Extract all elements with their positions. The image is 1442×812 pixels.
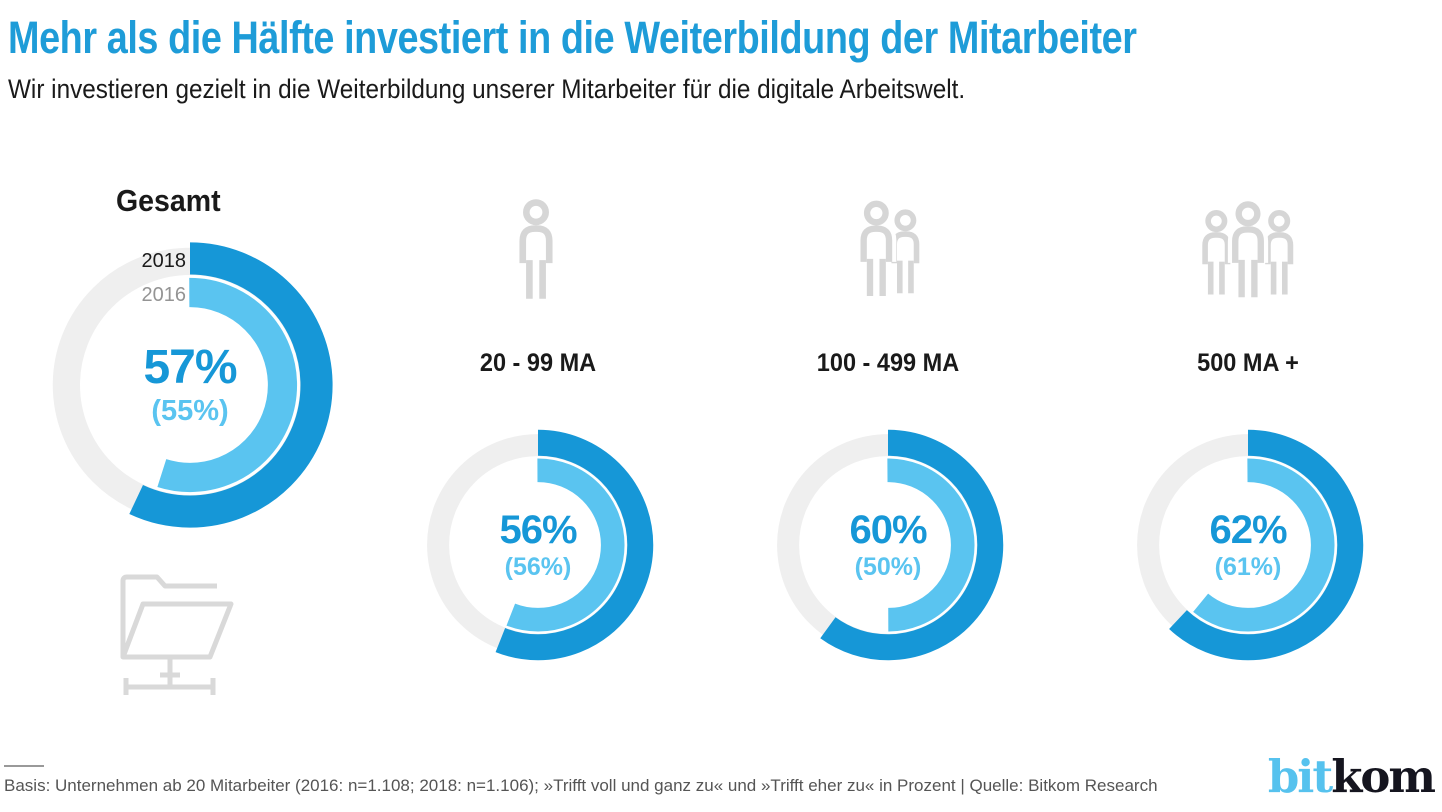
bitkom-logo: bitkom xyxy=(1267,750,1436,803)
two-persons-icon xyxy=(850,199,930,311)
footer-source: Basis: Unternehmen ab 20 Mitarbeiter (20… xyxy=(4,776,1158,795)
donut-20-99: 56% (56%) xyxy=(420,427,656,663)
donut-20-99-svg xyxy=(422,429,654,661)
donut-center-values: 57% (55%) xyxy=(143,341,237,427)
donut-2016-arc xyxy=(1161,458,1335,632)
donut-gesamt: 57% (55%) xyxy=(44,239,336,531)
donut-2018-arc xyxy=(47,242,333,528)
three-persons-icon xyxy=(1193,199,1303,311)
donut-2018-arc xyxy=(1132,429,1364,661)
folder-network-icon xyxy=(120,574,234,695)
group-heading-100-499: 100 - 499 MA xyxy=(816,349,960,377)
donut-500-plus: 62% (61%) xyxy=(1130,427,1366,663)
value-2016-20-99: (56%) xyxy=(504,553,572,581)
value-2018-100-499: 60% xyxy=(849,508,927,552)
donut-2018-arc xyxy=(772,429,1004,661)
donut-500-plus-svg xyxy=(1132,429,1364,661)
ring-label-2016: 2016 xyxy=(141,284,187,306)
group-heading-500-plus: 500 MA + xyxy=(1197,349,1299,377)
donut-2016-arc xyxy=(801,458,975,632)
donut-center-values: 62% (61%) xyxy=(1209,508,1287,581)
group-heading-gesamt: Gesamt xyxy=(116,183,221,218)
page-subtitle: Wir investieren gezielt in die Weiterbil… xyxy=(8,74,966,104)
ring-label-2018: 2018 xyxy=(141,250,187,272)
page-title: Mehr als die Hälfte investiert in die We… xyxy=(8,12,1137,63)
bitkom-logo-kom: kom xyxy=(1331,750,1436,803)
donut-2018-arc xyxy=(422,429,654,661)
donut-2016-arc xyxy=(451,458,625,632)
footer-divider xyxy=(4,765,44,767)
donut-gesamt-svg xyxy=(47,242,333,528)
bitkom-logo-bit: bit xyxy=(1267,750,1333,803)
value-2018-500-plus: 62% xyxy=(1209,508,1287,552)
value-2016-500-plus: (61%) xyxy=(1214,553,1282,581)
donut-center-values: 56% (56%) xyxy=(499,508,577,581)
group-heading-20-99: 20 - 99 MA xyxy=(479,349,597,377)
value-2016-100-499: (50%) xyxy=(854,553,922,581)
value-2018-20-99: 56% xyxy=(499,508,577,552)
one-person-icon xyxy=(509,199,564,311)
gesamt-value-2018: 57% xyxy=(143,341,237,394)
gesamt-value-2016: (55%) xyxy=(151,395,229,427)
donut-100-499: 60% (50%) xyxy=(770,427,1006,663)
donut-2016-arc xyxy=(82,277,298,493)
donut-100-499-svg xyxy=(772,429,1004,661)
donut-center-values: 60% (50%) xyxy=(849,508,927,581)
